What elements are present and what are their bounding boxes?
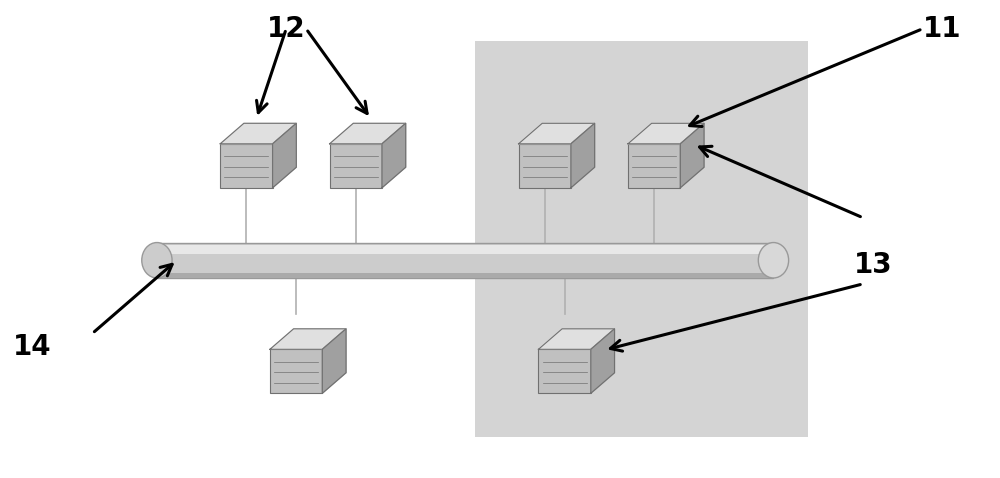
Bar	[270, 349, 322, 393]
Polygon shape	[680, 123, 704, 188]
Polygon shape	[273, 123, 296, 188]
Text: 12: 12	[267, 15, 306, 43]
Bar	[157, 242, 773, 278]
Bar	[157, 245, 773, 254]
Text: 13: 13	[854, 251, 892, 279]
Text: 14: 14	[13, 334, 52, 361]
Polygon shape	[571, 123, 595, 188]
Polygon shape	[628, 123, 704, 144]
Bar	[330, 144, 382, 188]
Polygon shape	[519, 123, 595, 144]
Bar	[519, 144, 571, 188]
Polygon shape	[382, 123, 406, 188]
Polygon shape	[330, 123, 406, 144]
Bar	[628, 144, 680, 188]
Text: 11: 11	[923, 15, 962, 43]
Polygon shape	[220, 123, 296, 144]
Bar	[475, 41, 808, 437]
Ellipse shape	[758, 242, 789, 278]
Ellipse shape	[142, 242, 172, 278]
Polygon shape	[591, 329, 615, 393]
Bar	[220, 144, 273, 188]
Polygon shape	[322, 329, 346, 393]
Polygon shape	[538, 329, 615, 349]
Bar	[157, 272, 773, 278]
Bar	[538, 349, 591, 393]
Polygon shape	[270, 329, 346, 349]
